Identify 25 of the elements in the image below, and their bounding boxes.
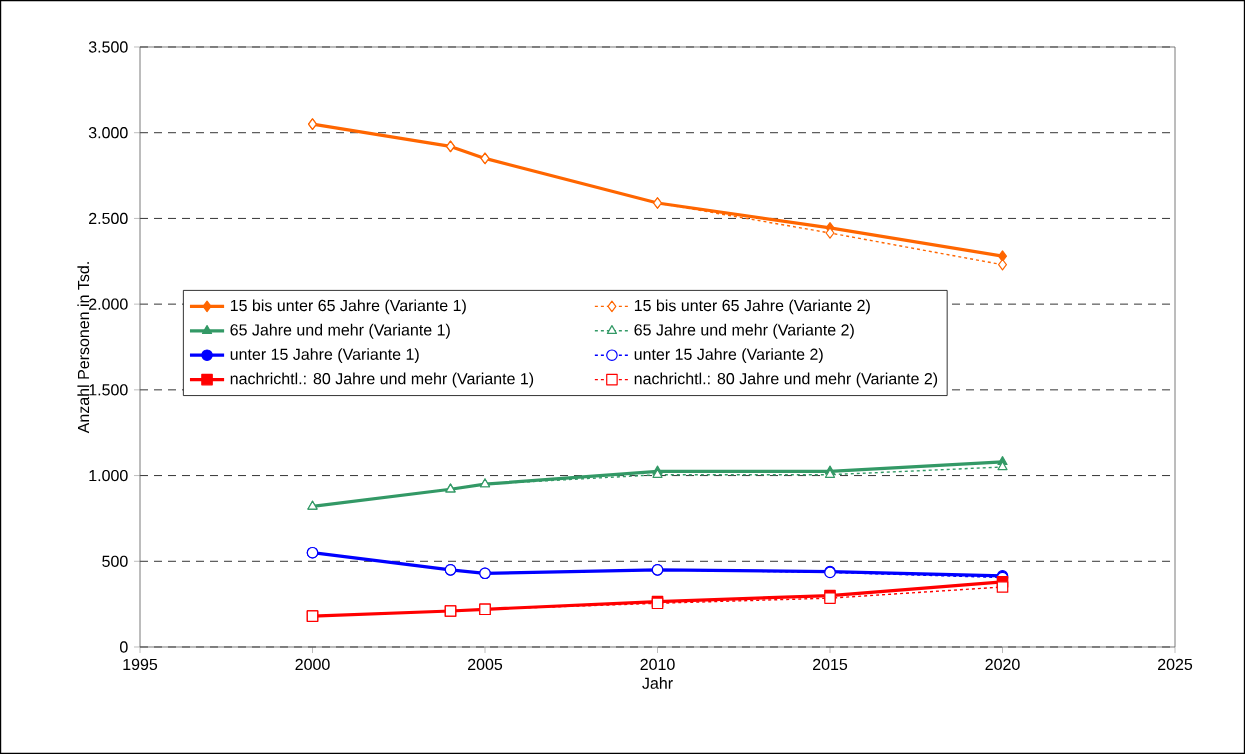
legend-label: unter 15 Jahre (Variante 2) (634, 348, 823, 364)
x-tick-label: 2005 (468, 658, 503, 671)
x-tick-label: 1995 (123, 658, 158, 671)
y-tick-label: 2.000 (89, 298, 128, 310)
legend-label: 65 Jahre und mehr (Variante 2) (634, 323, 854, 339)
legend-label: nachrichtl.: 80 Jahre und mehr (Variante 1) (230, 372, 534, 388)
legend-label: unter 15 Jahre (Variante 1) (230, 348, 419, 364)
x-tick-label: 2015 (813, 658, 848, 671)
x-tick-label: 2000 (295, 658, 330, 671)
legend-label: 15 bis unter 65 Jahre (Variante 2) (634, 299, 870, 315)
y-tick-label: 1.000 (89, 469, 128, 482)
x-tick-label: 2020 (985, 658, 1020, 671)
y-axis-title: Anzahl Personen in Tsd. (77, 262, 90, 434)
legend-label: nachrichtl.: 80 Jahre und mehr (Variante 2) (634, 372, 938, 388)
y-tick-label: 3.500 (88, 41, 128, 53)
y-tick-label: 3.000 (88, 127, 128, 139)
y-tick-label: 0 (120, 641, 128, 653)
x-tick-label: 2010 (640, 658, 675, 671)
x-tick-label: 2025 (1158, 658, 1193, 671)
x-axis-title: Jahr (642, 677, 673, 689)
y-tick-label: 500 (102, 555, 128, 567)
legend-label: 65 Jahre und mehr (Variante 1) (230, 323, 450, 339)
y-tick-label: 2.500 (89, 212, 128, 225)
legend-label: 15 bis unter 65 Jahre (Variante 1) (230, 299, 466, 315)
y-tick-label: 1.500 (89, 384, 128, 396)
